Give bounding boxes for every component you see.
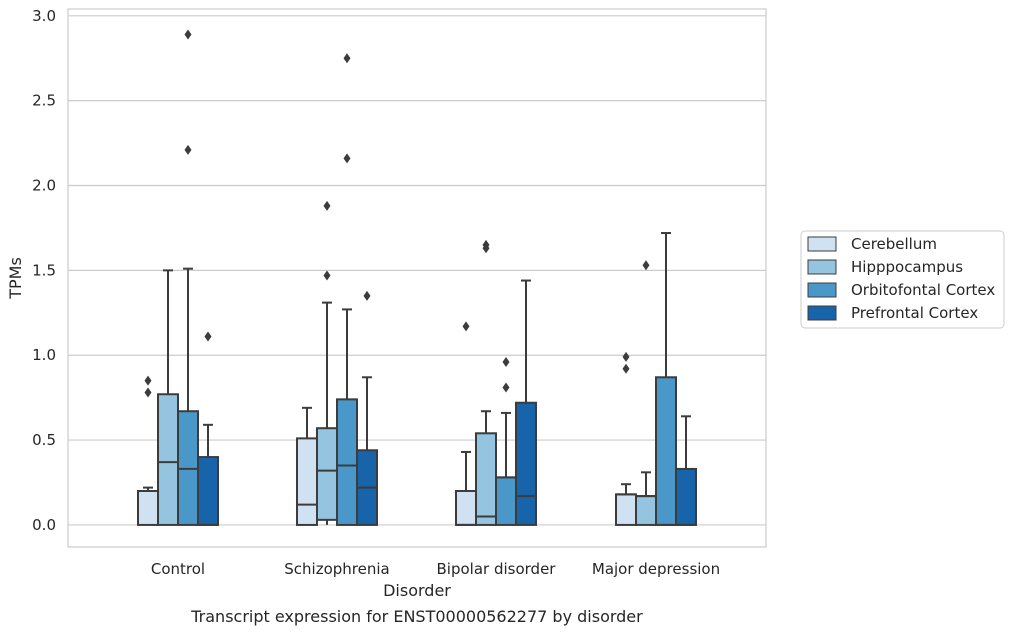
box-orbitofontal-cortex [336, 308, 358, 526]
plot-area-frame [67, 8, 767, 548]
box-series [137, 232, 697, 526]
box-body [296, 437, 318, 526]
legend-entry-label: Hipppocampus [851, 258, 963, 276]
box-hipppocampus [475, 410, 497, 526]
box-cerebellum [455, 450, 477, 526]
legend-swatch [807, 259, 837, 275]
box-body [495, 476, 517, 526]
chart-title: Transcript expression for ENST0000056227… [190, 607, 643, 626]
legend-entry-label: Orbitofontal Cortex [851, 281, 995, 299]
outlier-point [482, 239, 490, 250]
x-axis-title: Disorder [383, 581, 451, 600]
box-prefrontal-cortex [356, 376, 378, 526]
box-orbitofontal-cortex [495, 411, 517, 526]
outlier-points [144, 29, 650, 398]
box-body [635, 495, 657, 526]
outlier-point [502, 357, 510, 368]
outlier-point [144, 387, 152, 398]
box-hipppocampus [635, 471, 657, 526]
box-orbitofontal-cortex [177, 267, 199, 526]
box-orbitofontal-cortex [655, 232, 677, 526]
outlier-point [622, 363, 630, 374]
outlier-point [642, 260, 650, 271]
y-tick-label: 0.5 [32, 431, 56, 449]
box-cerebellum [137, 486, 159, 526]
outlier-point [204, 331, 212, 342]
x-tick-label: Bipolar disorder [437, 560, 557, 578]
box-prefrontal-cortex [675, 415, 697, 526]
legend-frame [800, 230, 1005, 329]
box-body [615, 493, 637, 526]
legend-entry-label: Prefrontal Cortex [851, 304, 978, 322]
box-body [137, 489, 159, 526]
outlier-point [184, 144, 192, 155]
box-body [455, 489, 477, 526]
box-body [197, 456, 219, 526]
y-tick-label: 2.5 [32, 92, 56, 110]
box-cerebellum [615, 483, 637, 526]
y-axis-title: TPMs [6, 257, 25, 300]
box-prefrontal-cortex [197, 423, 219, 526]
legend-swatch [807, 282, 837, 298]
y-tick-label: 1.0 [32, 346, 56, 364]
y-axis-ticks: 0.0 0.5 1.0 1.5 2.0 2.5 3.0 [32, 7, 56, 534]
y-tick-label: 1.5 [32, 261, 56, 279]
outlier-point [343, 153, 351, 164]
y-tick-label: 2.0 [32, 177, 56, 195]
legend-swatch [807, 236, 837, 252]
outlier-point [343, 53, 351, 64]
outlier-point [622, 351, 630, 362]
y-tick-label: 0.0 [32, 516, 56, 534]
outlier-point [323, 200, 331, 211]
box-body [515, 401, 537, 526]
x-tick-label: Major depression [592, 560, 720, 578]
x-tick-label: Control [151, 560, 205, 578]
outlier-point [363, 290, 371, 301]
outlier-point [144, 375, 152, 386]
box-body [157, 393, 179, 526]
x-axis-ticks: Control Schizophrenia Bipolar disorder Majo… [151, 560, 720, 578]
legend-swatch [807, 305, 837, 321]
outlier-point [462, 321, 470, 332]
box-cerebellum [296, 406, 318, 526]
box-hipppocampus [157, 269, 179, 526]
box-hipppocampus [316, 301, 338, 525]
box-body [316, 427, 338, 521]
outlier-point [502, 382, 510, 393]
legend: Cerebellum Hipppocampus Orbitofontal Corte… [800, 230, 1005, 329]
legend-entry-label: Cerebellum [851, 235, 937, 253]
box-prefrontal-cortex [515, 279, 537, 526]
box-body [475, 432, 497, 526]
x-tick-label: Schizophrenia [284, 560, 389, 578]
outlier-point [184, 29, 192, 40]
box-body [336, 398, 358, 526]
y-tick-label: 3.0 [32, 7, 56, 25]
outlier-point [323, 270, 331, 281]
box-body [655, 376, 677, 526]
box-body [675, 467, 697, 526]
